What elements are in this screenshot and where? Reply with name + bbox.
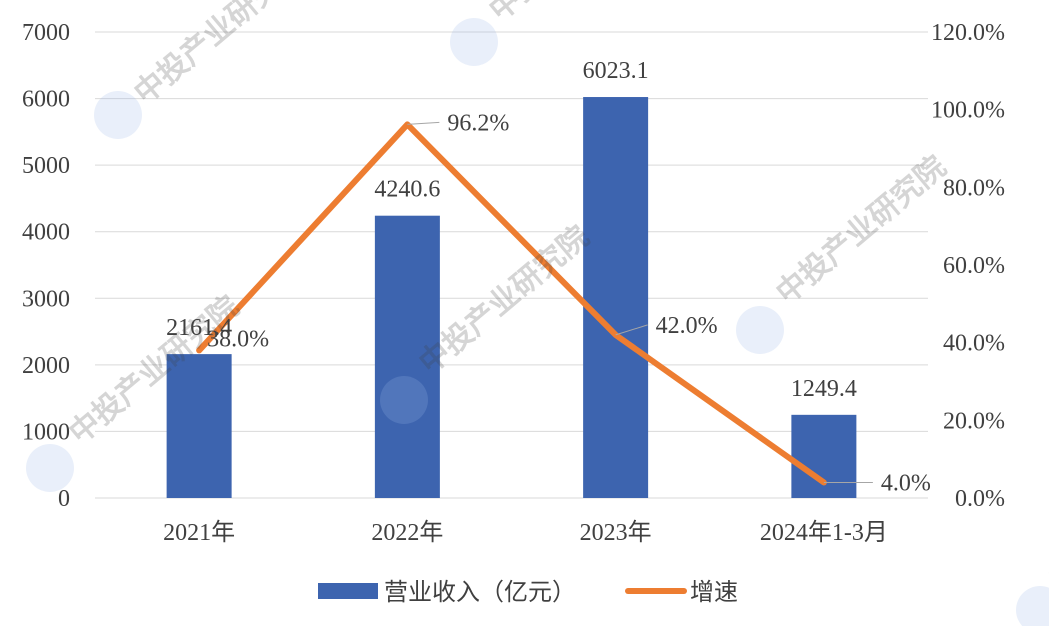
growth-value-label: 42.0%: [656, 313, 718, 339]
left-axis-tick-label: 1000: [22, 419, 70, 445]
category-label: 2024年1-3月: [760, 519, 888, 546]
watermark-logo: 中投产业研究院: [450, 0, 665, 66]
watermark-logo-circle: [450, 18, 498, 66]
bar-value-label: 6023.1: [583, 58, 649, 84]
axes: 0 1000 2000 3000 4000 5000 6000 7000 0.0% 20.0% 40…: [22, 20, 1005, 546]
left-axis-tick-label: 3000: [22, 286, 70, 312]
left-axis-tick-label: 7000: [22, 20, 70, 46]
bar: [583, 97, 649, 498]
left-axis-tick-label: 6000: [22, 87, 70, 113]
right-axis-tick-label: 80.0%: [943, 175, 1005, 201]
watermark-text: 中投产业研究院: [483, 0, 666, 27]
watermark-logo-circle: [380, 376, 428, 424]
right-axis-tick-label: 20.0%: [943, 408, 1005, 434]
right-axis-tick-label: 120.0%: [931, 20, 1005, 46]
bar: [166, 354, 232, 498]
legend-label-growth: 增速: [690, 579, 738, 606]
watermark-logo-circle: [1016, 586, 1049, 631]
watermark-logo-circle: [736, 306, 784, 354]
watermark-text: 中投产业研究院: [128, 0, 311, 110]
watermark-logo: 中投产业研究院: [736, 149, 952, 354]
watermark-logo-circle: [26, 444, 74, 492]
bar-value-label: 4240.6: [374, 177, 440, 203]
left-axis-tick-label: 2000: [22, 353, 70, 379]
watermark-text: 中投产业研究院: [413, 219, 596, 380]
growth-point: [198, 349, 200, 351]
bar-value-label: 2161.4: [166, 315, 232, 341]
watermark-logo: 中投产业研究院: [1016, 434, 1049, 631]
watermark-text: 中投产业研究院: [1043, 434, 1049, 595]
label-leader-line: [407, 121, 440, 125]
growth-value-label: 38.0%: [207, 326, 269, 352]
left-axis-tick-label: 4000: [22, 220, 70, 246]
right-axis-tick-label: 60.0%: [943, 253, 1005, 279]
bar: [374, 215, 440, 498]
bar-series: [166, 97, 857, 498]
watermark-text: 中投产业研究院: [770, 149, 953, 310]
category-label: 2021年: [163, 519, 235, 546]
label-leader-line: [615, 324, 648, 336]
category-label: 2022年: [371, 519, 443, 546]
legend-swatch-bar: [318, 583, 378, 599]
growth-line: [196, 121, 827, 486]
right-axis-tick-label: 100.0%: [931, 98, 1005, 124]
left-axis-tick-label: 0: [58, 486, 70, 512]
category-label: 2023年: [580, 519, 652, 546]
watermark-logo: 中投产业研究院: [94, 0, 310, 139]
bar: [791, 414, 857, 498]
growth-value-label: 4.0%: [881, 470, 931, 496]
legend: 营业收入（亿元） 增速: [318, 579, 738, 606]
right-axis-tick-label: 40.0%: [943, 331, 1005, 357]
data-labels: 2161.4 4240.6 6023.1 1249.4 38.0% 96.2% 42.0% 4…: [166, 58, 931, 496]
legend-label-revenue: 营业收入（亿元）: [384, 579, 576, 606]
bar-value-label: 1249.4: [791, 376, 857, 402]
watermark-logo-circle: [94, 91, 142, 139]
growth-value-label: 96.2%: [447, 110, 509, 136]
right-axis-tick-label: 0.0%: [955, 486, 1005, 512]
left-axis-tick-label: 5000: [22, 153, 70, 179]
